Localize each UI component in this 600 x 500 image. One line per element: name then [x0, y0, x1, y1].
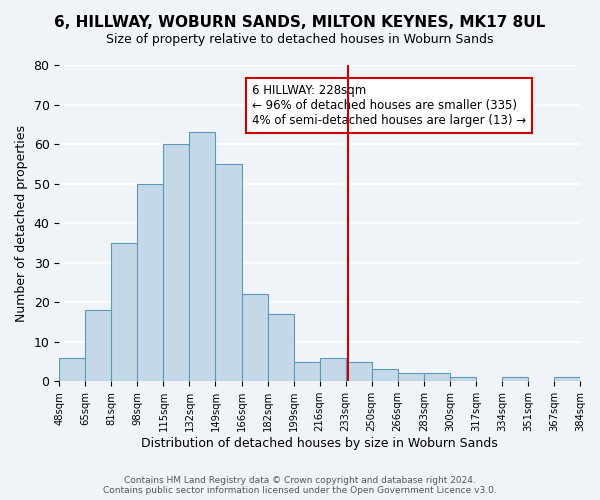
- Bar: [424, 374, 450, 382]
- Bar: [398, 374, 424, 382]
- Bar: [293, 362, 320, 382]
- Text: Size of property relative to detached houses in Woburn Sands: Size of property relative to detached ho…: [106, 32, 494, 46]
- Bar: [450, 378, 476, 382]
- Bar: [190, 132, 215, 382]
- Bar: [85, 310, 112, 382]
- Text: Contains HM Land Registry data © Crown copyright and database right 2024.
Contai: Contains HM Land Registry data © Crown c…: [103, 476, 497, 495]
- Text: 6, HILLWAY, WOBURN SANDS, MILTON KEYNES, MK17 8UL: 6, HILLWAY, WOBURN SANDS, MILTON KEYNES,…: [55, 15, 545, 30]
- Y-axis label: Number of detached properties: Number of detached properties: [15, 124, 28, 322]
- Bar: [163, 144, 190, 382]
- Bar: [215, 164, 242, 382]
- Bar: [242, 294, 268, 382]
- Bar: [554, 378, 580, 382]
- Text: 6 HILLWAY: 228sqm
← 96% of detached houses are smaller (335)
4% of semi-detached: 6 HILLWAY: 228sqm ← 96% of detached hous…: [252, 84, 526, 127]
- X-axis label: Distribution of detached houses by size in Woburn Sands: Distribution of detached houses by size …: [141, 437, 498, 450]
- Bar: [112, 243, 137, 382]
- Bar: [137, 184, 163, 382]
- Bar: [372, 370, 398, 382]
- Bar: [320, 358, 346, 382]
- Bar: [346, 362, 372, 382]
- Bar: [502, 378, 528, 382]
- Bar: [59, 358, 85, 382]
- Bar: [268, 314, 293, 382]
